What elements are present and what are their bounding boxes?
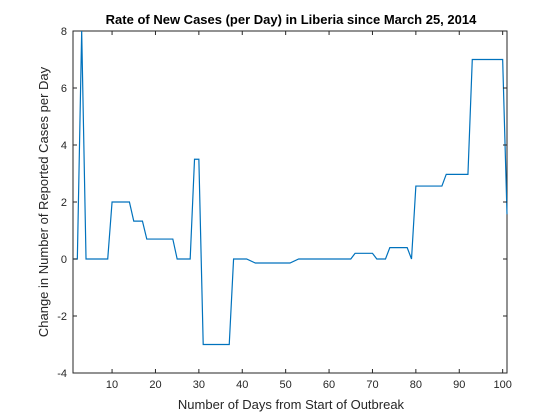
x-tick-label: 60 <box>323 379 335 391</box>
x-tick-label: 30 <box>193 379 205 391</box>
x-tick-label: 10 <box>106 379 118 391</box>
x-axis-label: Number of Days from Start of Outbreak <box>178 397 405 412</box>
y-tick-label: -2 <box>57 311 67 323</box>
x-tick-label: 70 <box>366 379 378 391</box>
x-axis: 10 20 30 40 50 60 70 80 90 100 <box>106 31 512 391</box>
y-tick-label: 2 <box>61 197 67 209</box>
x-tick-label: 50 <box>280 379 292 391</box>
x-tick-label: 20 <box>149 379 161 391</box>
x-tick-label: 100 <box>493 379 511 391</box>
y-tick-label: 0 <box>61 254 67 266</box>
x-tick-label: 80 <box>410 379 422 391</box>
x-tick-label: 90 <box>453 379 465 391</box>
y-tick-label: 4 <box>61 140 67 152</box>
y-tick-label: 6 <box>61 83 67 95</box>
y-axis-label: Change in Number of Reported Cases per D… <box>36 66 51 337</box>
chart-title: Rate of New Cases (per Day) in Liberia s… <box>106 12 477 27</box>
y-tick-label: -4 <box>57 368 67 380</box>
y-axis: -4 -2 0 2 4 6 8 <box>57 26 507 380</box>
series-line-0 <box>73 30 508 346</box>
y-tick-label: 8 <box>61 26 67 38</box>
plot-area <box>72 30 508 374</box>
x-tick-label: 40 <box>236 379 248 391</box>
axes-box <box>72 30 508 374</box>
